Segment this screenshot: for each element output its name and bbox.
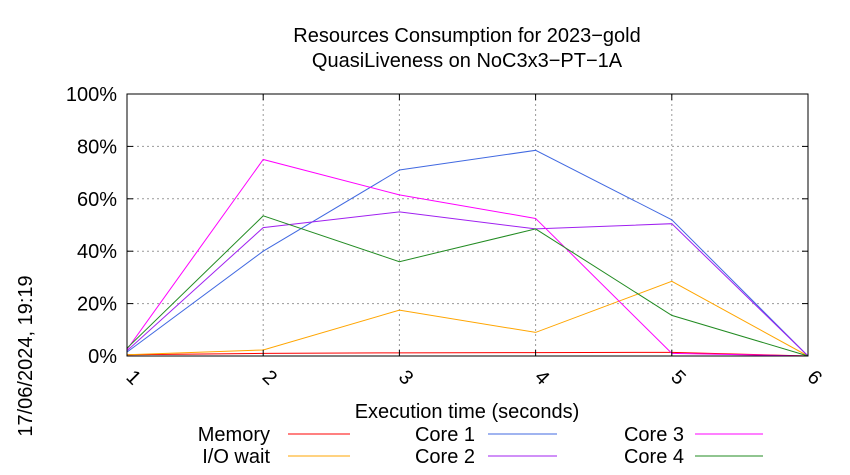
legend-label-memory: Memory xyxy=(198,424,270,446)
x-axis-label: Execution time (seconds) xyxy=(355,401,580,423)
plot-frame xyxy=(126,93,809,357)
y-tick-label: 100% xyxy=(66,84,117,106)
x-tick-label: 4 xyxy=(530,366,553,389)
grid-lines xyxy=(127,94,808,356)
y-tick-label: 0% xyxy=(88,346,117,368)
series-line-core-4 xyxy=(126,215,809,357)
x-tick-label: 2 xyxy=(258,366,281,389)
series-line-core-2 xyxy=(126,211,809,357)
legend-label-core-2: Core 2 xyxy=(415,446,475,468)
legend-label-i-o-wait: I/O wait xyxy=(202,446,270,468)
x-tick-label: 1 xyxy=(122,366,145,389)
y-axis-ticks: 0% 20% 40% 60% 80% 100% xyxy=(66,84,808,368)
y-tick-label: 40% xyxy=(77,241,117,263)
y-tick-label: 80% xyxy=(77,136,117,158)
legend-label-core-4: Core 4 xyxy=(624,446,684,468)
x-tick-label: 5 xyxy=(666,366,689,389)
series-line-memory xyxy=(126,351,809,357)
chart-title-line-2: QuasiLiveness on NoC3x3−PT−1A xyxy=(312,50,623,72)
series-line-i-o-wait xyxy=(126,280,809,357)
y-tick-label: 60% xyxy=(77,189,117,211)
series-line-core-1 xyxy=(126,149,809,357)
legend-label-core-1: Core 1 xyxy=(415,424,475,446)
legend-label-core-3: Core 3 xyxy=(624,424,684,446)
series-lines xyxy=(126,149,809,357)
y-tick-label: 20% xyxy=(77,294,117,316)
series-line-core-3 xyxy=(126,158,809,357)
x-tick-label: 6 xyxy=(803,366,826,389)
x-axis-ticks: 1 2 3 4 5 6 xyxy=(122,94,826,389)
timestamp-label: 17/06/2024, 19:19 xyxy=(15,275,37,436)
x-tick-label: 3 xyxy=(394,366,417,389)
chart-title-line-1: Resources Consumption for 2023−gold xyxy=(293,25,640,47)
chart-title: Resources Consumption for 2023−gold Quas… xyxy=(293,25,640,72)
